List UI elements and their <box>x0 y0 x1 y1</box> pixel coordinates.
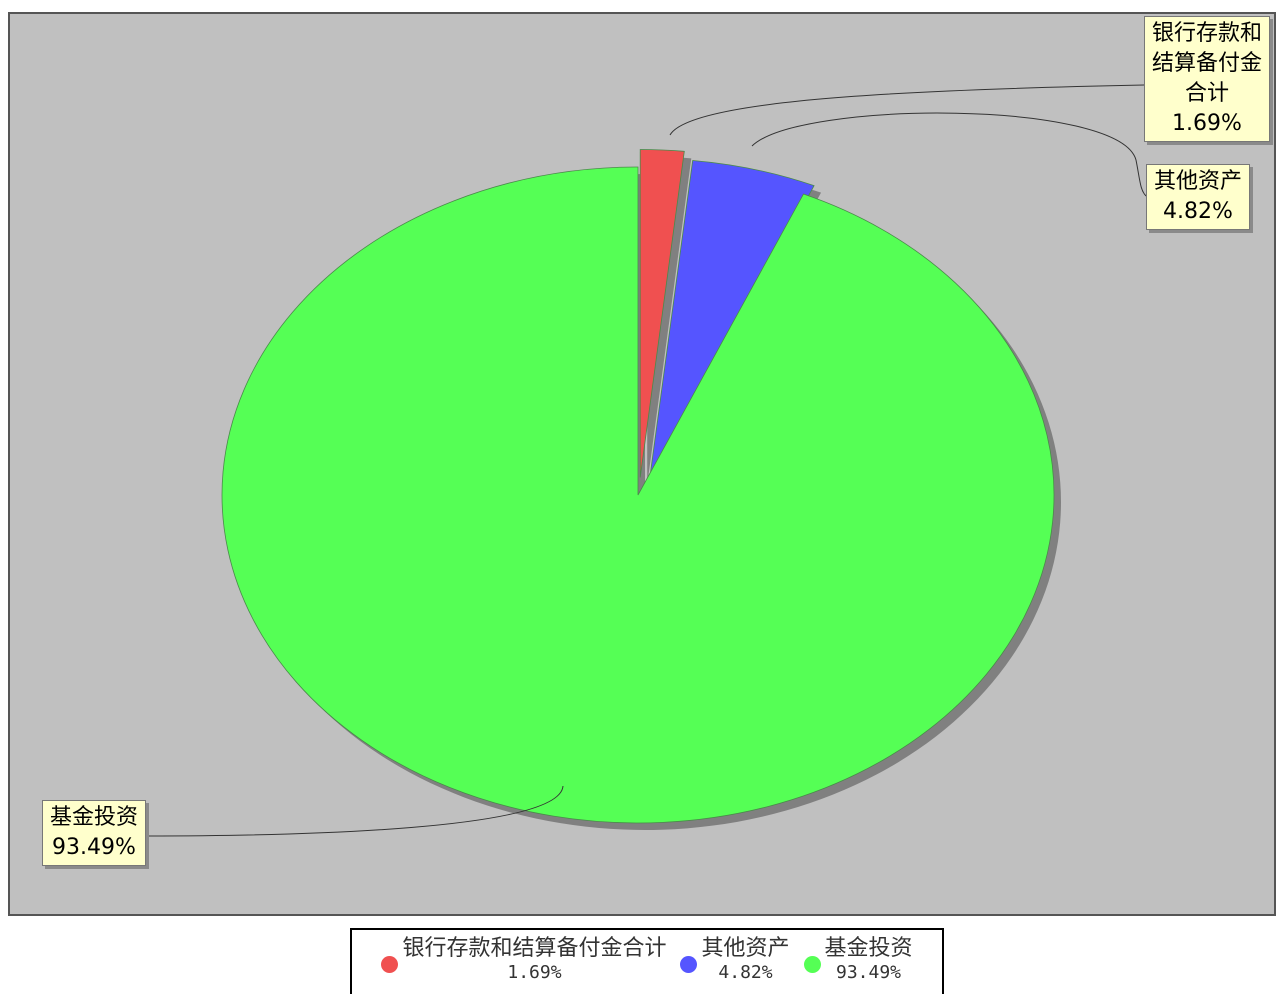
leader-line-other-assets <box>751 112 1147 197</box>
legend-item-other-assets: 其他资产 4.82% <box>680 936 790 994</box>
legend-item-bank-deposits: 银行存款和结算备付金合计 1.69% <box>381 936 666 994</box>
legend-value-fund-investment: 93.49% <box>835 962 902 983</box>
legend-text-other-assets: 其他资产 4.82% <box>701 936 789 984</box>
callout-bank-deposits-line-1: 银行存款和 <box>1151 21 1262 46</box>
callout-other-assets-value: 4.82% <box>1163 199 1233 224</box>
pie-slice-fund-investment <box>221 166 1055 824</box>
callout-other-assets-label: 其他资产 <box>1153 169 1242 194</box>
callout-other-assets: 其他资产 4.82% <box>1146 164 1250 230</box>
legend-item-fund-investment: 基金投资 93.49% <box>803 936 913 994</box>
callout-bank-deposits: 银行存款和 结算备付金 合计 1.69% <box>1144 16 1270 142</box>
legend-label-bank-deposits: 银行存款和结算备付金合计 <box>402 936 667 961</box>
callout-fund-investment-value: 93.49% <box>52 835 136 860</box>
legend-text-bank-deposits: 银行存款和结算备付金合计 1.69% <box>402 936 666 984</box>
legend-value-other-assets: 4.82% <box>718 962 773 983</box>
callout-fund-investment-label: 基金投资 <box>49 805 138 830</box>
callout-bank-deposits-line-3: 合计 <box>1184 81 1229 106</box>
legend-text-fund-investment: 基金投资 93.49% <box>825 936 913 984</box>
leader-line-fund-investment <box>145 785 564 837</box>
callout-bank-deposits-line-2: 结算备付金 <box>1151 51 1262 76</box>
legend-label-fund-investment: 基金投资 <box>824 936 913 961</box>
legend-swatch-fund-investment <box>803 956 821 973</box>
callout-bank-deposits-value: 1.69% <box>1172 111 1242 136</box>
callout-fund-investment: 基金投资 93.49% <box>42 800 146 866</box>
legend-label-other-assets: 其他资产 <box>701 936 790 961</box>
legend-value-bank-deposits: 1.69% <box>507 962 562 983</box>
legend-swatch-bank-deposits <box>381 956 399 973</box>
legend-swatch-other-assets <box>680 956 698 973</box>
leader-line-bank-deposits <box>669 84 1145 136</box>
chart-legend: 银行存款和结算备付金合计 1.69% 其他资产 4.82% 基金投资 93.49… <box>350 928 944 994</box>
pie-slice-bank-deposits <box>639 149 685 478</box>
